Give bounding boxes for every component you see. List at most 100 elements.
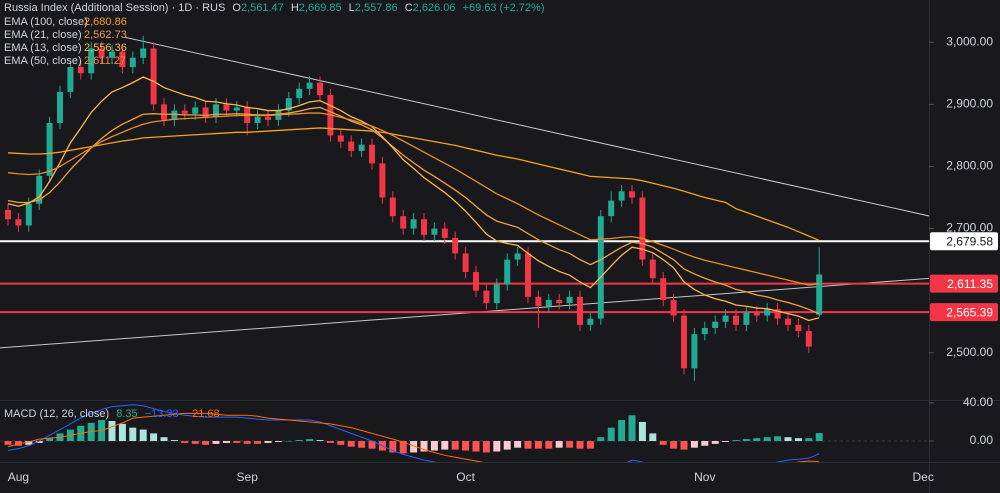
histogram-bar (815, 433, 823, 442)
candle-body (358, 144, 365, 151)
candle-body (691, 334, 698, 369)
legend-name: EMA (13, close) (4, 42, 82, 54)
candle-body (223, 104, 230, 111)
candle-body (317, 82, 323, 96)
histogram-bar (711, 441, 719, 444)
histogram-bar (794, 438, 802, 442)
histogram-bar (763, 437, 771, 442)
candle-body (337, 135, 344, 142)
candle-body (306, 82, 313, 89)
header: Russia Index (Additional Session) · 1D ·… (4, 2, 544, 14)
candle-body (514, 253, 521, 260)
histogram-bar (368, 441, 376, 449)
histogram-bar (607, 427, 615, 442)
y-tick-label: 2,500.00 (946, 345, 993, 359)
candle-body (753, 312, 760, 316)
macd-value: −13.33 (145, 408, 179, 420)
x-tick-label: Oct (456, 470, 475, 484)
histogram-bar (566, 441, 574, 448)
histogram-bar (254, 441, 262, 444)
histogram-bar (243, 441, 251, 444)
candle-body (743, 312, 750, 325)
histogram-bar (649, 433, 657, 442)
candle-body (670, 300, 677, 316)
y-tick-label: 3,000.00 (946, 34, 993, 48)
price-badge-label: 2,611.35 (947, 277, 993, 291)
candle-body (192, 107, 199, 114)
ema-line (7, 127, 820, 242)
legend-value: 2,680.86 (84, 16, 127, 28)
histogram-bar (628, 415, 636, 442)
histogram-bar (295, 440, 303, 442)
ohlc-key: O (232, 2, 241, 14)
histogram-bar (264, 441, 272, 443)
candle-body (795, 324, 802, 332)
price-badge-label: 2,565.39 (946, 305, 993, 319)
candle-body (129, 57, 136, 68)
candle-body (25, 203, 32, 226)
y-tick-label: 2,900.00 (946, 97, 993, 111)
change: +69.63 (+2.72%) (463, 2, 545, 14)
histogram-bar (514, 441, 522, 448)
histogram-bar (410, 441, 418, 453)
histogram-bar (389, 441, 397, 453)
candle-body (587, 318, 594, 325)
candle-body (400, 216, 407, 229)
ema-line (7, 76, 820, 322)
candle-body (712, 321, 719, 328)
histogram-bar (545, 441, 553, 449)
candle-body (805, 331, 812, 347)
histogram-bar (555, 441, 563, 448)
histogram-bar (191, 441, 199, 444)
histogram-bar (441, 441, 449, 450)
ema-line (7, 112, 820, 286)
candle-body (98, 48, 105, 58)
macd-title: MACD (12, 26, close) (4, 408, 109, 420)
candle-body (57, 91, 63, 123)
histogram-bar (337, 441, 345, 445)
trendline (124, 36, 929, 217)
histogram-bar (420, 441, 428, 452)
ohlc-value: 2,557.86 (355, 2, 398, 14)
candle-body (774, 309, 781, 319)
candle-body (618, 191, 625, 201)
price-pane (0, 36, 929, 381)
histogram-bar (430, 441, 438, 451)
candle-body (441, 228, 448, 238)
candle-body (369, 144, 375, 164)
x-tick-label: Nov (694, 470, 715, 484)
histogram-bar (150, 433, 158, 442)
candle-body (473, 272, 479, 291)
histogram-bar (534, 441, 542, 449)
candle-body (109, 51, 115, 58)
histogram-bar (35, 441, 43, 443)
histogram-bar (233, 441, 241, 443)
candle-body (597, 216, 604, 319)
candle-body (431, 228, 438, 235)
histogram-bar (274, 441, 282, 442)
y-tick-label: 2,800.00 (946, 159, 993, 173)
candle-body (681, 315, 687, 369)
candle-body (608, 200, 615, 217)
candle-body (46, 122, 53, 176)
x-tick-label: Dec (913, 470, 934, 484)
price-badge (930, 274, 998, 293)
legend-name: EMA (21, close) (4, 29, 82, 41)
candle-body (213, 104, 219, 117)
legend: Russia Index (Additional Session) · 1D ·… (4, 2, 544, 420)
candle-body (577, 296, 583, 325)
candle-body (504, 259, 511, 285)
candle-body (150, 48, 157, 105)
axes: 2,500.00 2,700.00 2,800.00 2,900.00 3,000.00… (8, 34, 998, 484)
candle-body (119, 51, 126, 68)
candle-body (556, 300, 563, 304)
histogram-bar (472, 441, 480, 452)
histogram-bar (732, 440, 740, 442)
x-tick-label: Sep (237, 470, 259, 484)
histogram-bar (160, 437, 168, 442)
histogram-bar (690, 441, 698, 448)
ohlc-value: 2,669.85 (299, 2, 342, 14)
y-tick-label: 2,700.00 (946, 221, 993, 235)
histogram-bar (399, 441, 407, 454)
